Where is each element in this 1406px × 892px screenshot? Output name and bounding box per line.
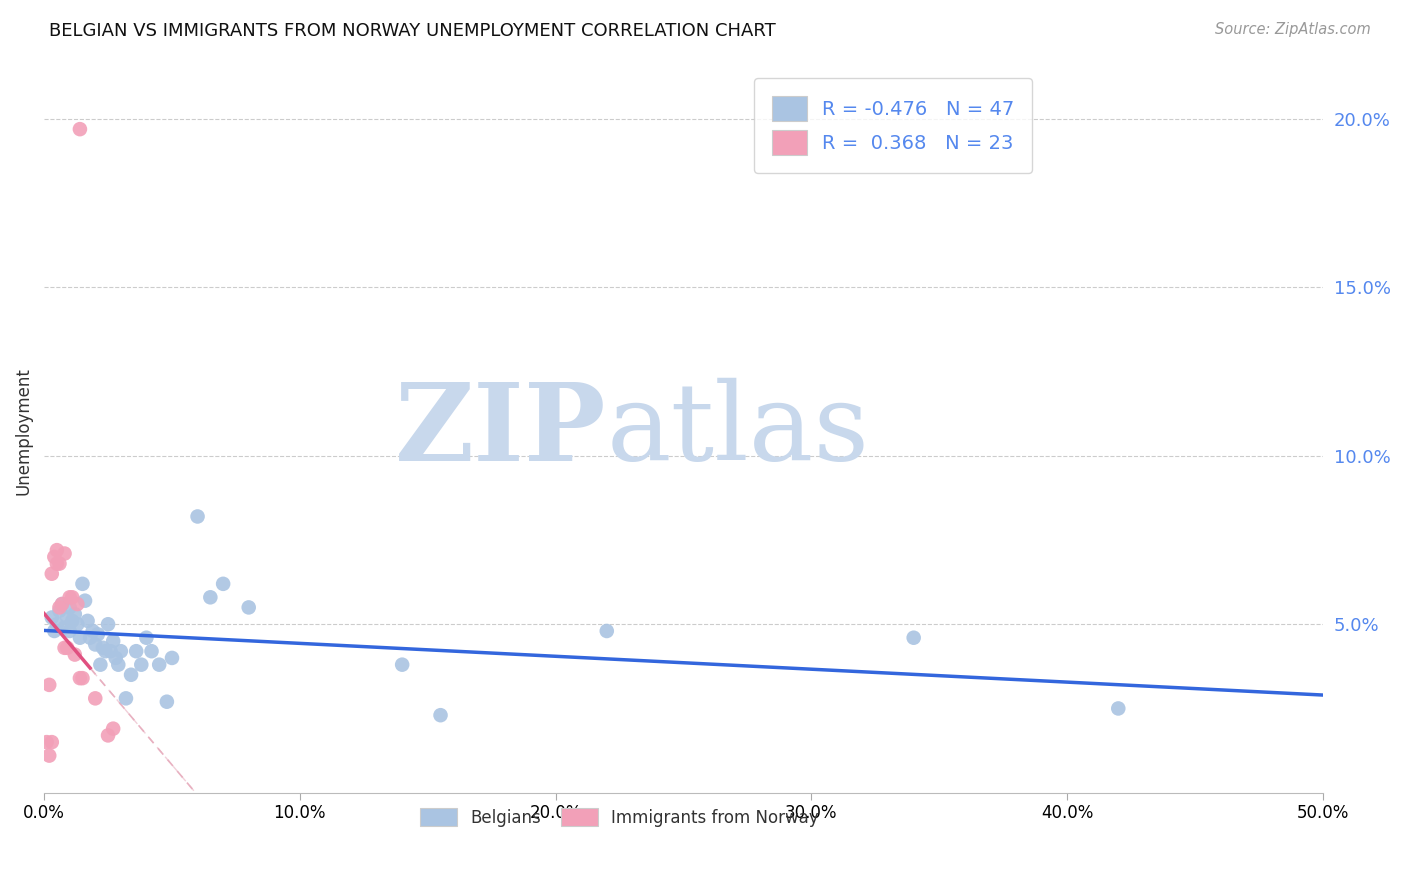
Point	[45, 543, 67, 558]
Text: ZIP: ZIP	[395, 377, 607, 483]
Point	[391, 657, 413, 672]
Point	[76, 614, 98, 628]
Point	[59, 591, 82, 605]
Point	[1107, 701, 1129, 715]
Point	[44, 624, 66, 638]
Point	[48, 557, 70, 571]
Point	[903, 631, 925, 645]
Point	[66, 617, 89, 632]
Point	[82, 624, 104, 638]
Point	[135, 631, 157, 645]
Point	[60, 591, 83, 605]
Point	[101, 722, 124, 736]
Point	[73, 593, 96, 607]
Point	[53, 640, 76, 655]
Point	[66, 597, 89, 611]
Point	[53, 621, 76, 635]
Point	[97, 728, 120, 742]
Point	[59, 624, 82, 638]
Point	[69, 671, 91, 685]
Point	[141, 644, 163, 658]
Point	[187, 509, 209, 524]
Point	[38, 678, 60, 692]
Point	[129, 657, 152, 672]
Point	[212, 577, 235, 591]
Y-axis label: Unemployment: Unemployment	[15, 367, 32, 494]
Point	[94, 644, 117, 658]
Point	[69, 631, 91, 645]
Point	[429, 708, 451, 723]
Text: BELGIAN VS IMMIGRANTS FROM NORWAY UNEMPLOYMENT CORRELATION CHART: BELGIAN VS IMMIGRANTS FROM NORWAY UNEMPL…	[49, 22, 776, 40]
Point	[596, 624, 619, 638]
Point	[51, 597, 73, 611]
Point	[56, 610, 79, 624]
Point	[91, 640, 114, 655]
Point	[79, 631, 101, 645]
Point	[41, 610, 63, 624]
Point	[72, 671, 94, 685]
Point	[48, 604, 70, 618]
Point	[51, 597, 73, 611]
Point	[41, 566, 63, 581]
Point	[38, 748, 60, 763]
Point	[53, 547, 76, 561]
Point	[45, 557, 67, 571]
Point	[125, 644, 148, 658]
Point	[59, 600, 82, 615]
Point	[63, 607, 86, 622]
Point	[69, 122, 91, 136]
Point	[120, 667, 142, 681]
Point	[89, 657, 111, 672]
Point	[156, 695, 179, 709]
Point	[45, 617, 67, 632]
Point	[107, 657, 129, 672]
Point	[48, 600, 70, 615]
Point	[115, 691, 138, 706]
Point	[100, 644, 122, 658]
Text: Source: ZipAtlas.com: Source: ZipAtlas.com	[1215, 22, 1371, 37]
Point	[200, 591, 222, 605]
Point	[35, 735, 58, 749]
Point	[238, 600, 260, 615]
Point	[60, 614, 83, 628]
Point	[148, 657, 170, 672]
Point	[84, 637, 107, 651]
Point	[84, 691, 107, 706]
Text: atlas: atlas	[607, 378, 870, 483]
Point	[110, 644, 132, 658]
Point	[63, 648, 86, 662]
Legend: Belgians, Immigrants from Norway: Belgians, Immigrants from Norway	[412, 799, 827, 835]
Point	[87, 627, 110, 641]
Point	[72, 577, 94, 591]
Point	[56, 640, 79, 655]
Point	[41, 735, 63, 749]
Point	[160, 651, 183, 665]
Point	[101, 634, 124, 648]
Point	[97, 617, 120, 632]
Point	[44, 549, 66, 564]
Point	[104, 651, 127, 665]
